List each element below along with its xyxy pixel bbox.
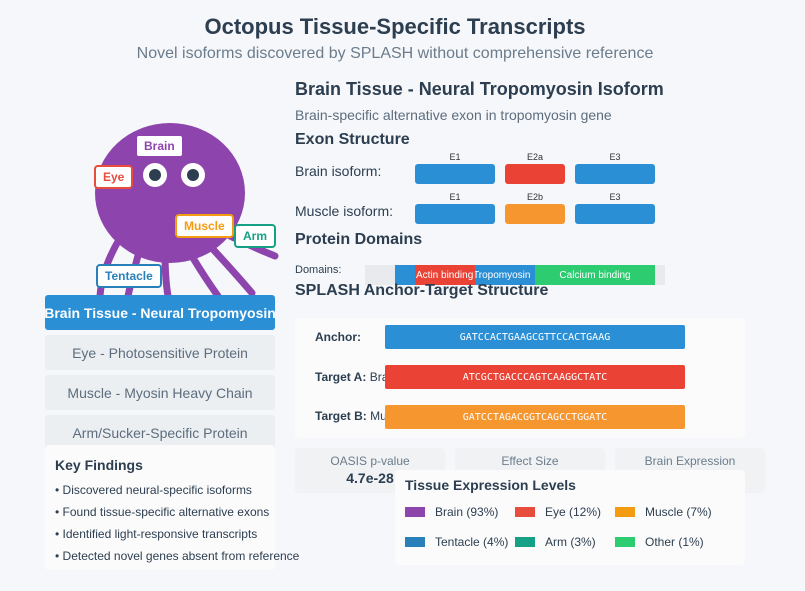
finding-item: • Found tissue-specific alternative exon… xyxy=(55,505,270,519)
key-findings-panel: Key Findings • Discovered neural-specifi… xyxy=(45,445,300,570)
legend-item-muscle: Muscle (7%) xyxy=(615,505,712,519)
octopus-illustration: Brain Eye Muscle Arm Tentacle xyxy=(40,118,300,300)
exon-block-e2b[interactable] xyxy=(505,204,565,224)
exon-label: E3 xyxy=(609,192,621,202)
exon-label: E1 xyxy=(449,192,461,202)
brain-isoform-label: Brain isoform: xyxy=(295,163,382,179)
tab-muscle[interactable]: Muscle - Myosin Heavy Chain xyxy=(45,375,275,410)
target-b-sequence[interactable]: GATCCTAGACGGTCAGCCTGGATC xyxy=(385,405,685,429)
detail-title: Brain Tissue - Neural Tropomyosin Isofor… xyxy=(295,79,664,99)
label-brain[interactable]: Brain xyxy=(135,134,184,158)
finding-item: • Discovered neural-specific isoforms xyxy=(55,483,252,497)
muscle-isoform-label: Muscle isoform: xyxy=(295,203,394,219)
label-tentacle[interactable]: Tentacle xyxy=(96,264,162,288)
legend-swatch xyxy=(405,507,425,517)
legend-item-tentacle: Tentacle (4%) xyxy=(405,535,508,549)
legend-swatch xyxy=(405,537,425,547)
exon-label: E2b xyxy=(526,192,543,202)
legend-item-brain: Brain (93%) xyxy=(405,505,498,519)
stat-value: 4.7e-28 xyxy=(346,470,394,486)
label-muscle[interactable]: Muscle xyxy=(175,214,234,238)
page-subtitle: Novel isoforms discovered by SPLASH with… xyxy=(136,45,654,62)
legend-item-other: Other (1%) xyxy=(615,535,704,549)
exon-block-e2a[interactable] xyxy=(505,164,565,184)
tab-eye[interactable]: Eye - Photosensitive Protein xyxy=(45,335,275,370)
finding-item: • Identified light-responsive transcript… xyxy=(55,527,258,541)
stat-label: Effect Size xyxy=(501,454,559,468)
legend-item-arm: Arm (3%) xyxy=(515,535,596,549)
legend-item-eye: Eye (12%) xyxy=(515,505,601,519)
target-a-sequence[interactable]: ATCGCTGACCCAGTCAAGGCTATC xyxy=(385,365,685,389)
stat-label: OASIS p-value xyxy=(330,454,410,468)
legend-swatch xyxy=(615,507,635,517)
legend-swatch xyxy=(615,537,635,547)
domains-label: Domains: xyxy=(295,264,342,276)
detail-subtitle: Brain-specific alternative exon in tropo… xyxy=(295,107,612,123)
label-eye[interactable]: Eye xyxy=(94,165,134,189)
finding-item: • Detected novel genes absent from refer… xyxy=(55,549,300,563)
tab-brain[interactable]: Brain Tissue - Neural Tropomyosin xyxy=(45,295,275,330)
splash-heading: SPLASH Anchor-Target Structure xyxy=(295,282,549,299)
legend-swatch xyxy=(515,507,535,517)
exon-block-e1[interactable] xyxy=(415,204,495,224)
stat-label: Brain Expression xyxy=(644,454,736,468)
label-arm[interactable]: Arm xyxy=(234,224,277,248)
anchor-label: Anchor: xyxy=(315,330,361,344)
exon-block-e3[interactable] xyxy=(575,204,655,224)
legend-swatch xyxy=(515,537,535,547)
exon-structure-heading: Exon Structure xyxy=(295,131,410,148)
domain-actin-binding-label: Actin binding xyxy=(416,269,474,281)
protein-domains-heading: Protein Domains xyxy=(295,231,423,248)
exon-label: E1 xyxy=(449,152,461,162)
domain-calcium-binding[interactable]: Calcium binding xyxy=(535,265,655,285)
exon-label: E3 xyxy=(609,152,621,162)
key-findings-title: Key Findings xyxy=(55,457,143,473)
anchor-sequence[interactable]: GATCCACTGAAGCGTTCCACTGAAG xyxy=(385,325,685,349)
tissue-expression-title: Tissue Expression Levels xyxy=(405,477,576,493)
exon-block-e3[interactable] xyxy=(575,164,655,184)
exon-label: E2a xyxy=(526,152,543,162)
tab-arm-sucker[interactable]: Arm/Sucker-Specific Protein xyxy=(45,415,275,450)
domain-actin-binding[interactable]: Actin binding xyxy=(415,265,475,285)
exon-block-e1[interactable] xyxy=(415,164,495,184)
tissue-expression-panel: Tissue Expression Levels Brain (93%) Eye… xyxy=(395,470,745,565)
domain-tropomyosin-label: Tropomyosin xyxy=(473,269,531,281)
domain-calcium-binding-label: Calcium binding xyxy=(559,269,631,281)
page-title: Octopus Tissue-Specific Transcripts xyxy=(204,14,586,39)
